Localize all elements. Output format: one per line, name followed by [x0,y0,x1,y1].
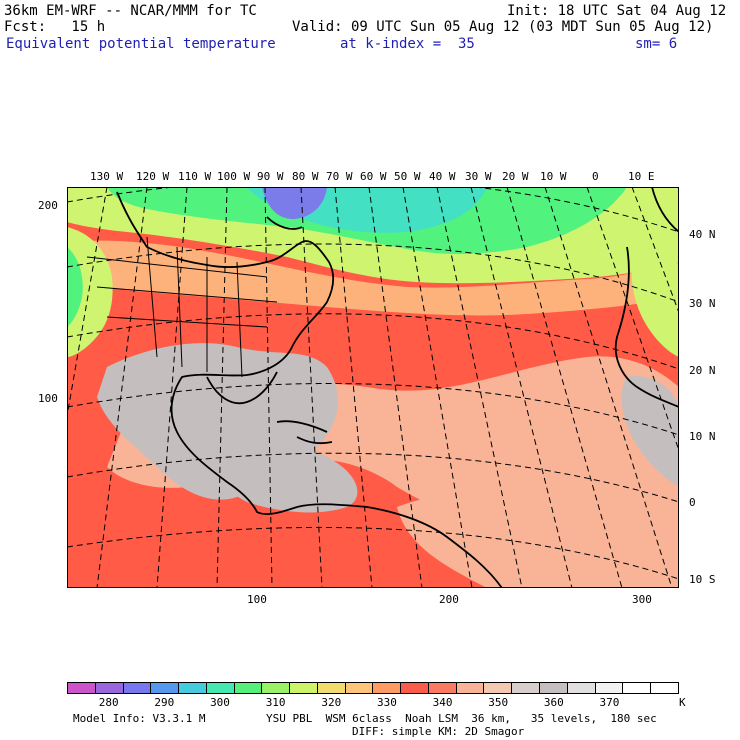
color-swatch [512,683,541,693]
state-borders [86,236,278,378]
map-frame [67,187,679,588]
color-swatch [345,683,374,693]
color-legend-label: 330 [376,696,397,709]
color-legend-label: 360 [543,696,564,709]
color-swatch [179,683,207,693]
lat-label-20n: 20 N [689,364,716,377]
equivalent-potential-temperature-map [67,187,679,588]
color-swatch [373,683,402,693]
color-legend-label: 290 [154,696,175,709]
color-swatch [484,683,513,693]
grid-x-label-100: 100 [247,593,267,606]
lat-label-30n: 30 N [689,297,716,310]
lon-label-120w: 120 W [136,170,170,183]
diffusion-info: DIFF: simple KM: 2D Smagor [352,725,525,738]
color-swatch [68,683,96,693]
color-swatch [456,683,485,693]
smoothing-info: sm= 6 [635,36,678,52]
color-swatch [290,683,318,693]
grid-y-label-100: 100 [38,392,58,405]
color-swatch [428,683,457,693]
grid-y-label-200: 200 [38,199,58,212]
lon-label-40w: 40 W [429,170,456,183]
color-legend-label: 320 [321,696,342,709]
color-swatch [540,683,568,693]
graticule [67,187,679,588]
color-swatch [95,683,124,693]
lon-label-20w: 20 W [502,170,529,183]
lon-label-10w: 10 W [540,170,567,183]
color-legend-label: 350 [488,696,509,709]
field-west-yellow [67,227,113,357]
color-swatch [317,683,346,693]
lon-label-110w: 110 W [178,170,212,183]
color-swatch [206,683,235,693]
color-swatch [262,683,291,693]
color-legend-label: 300 [210,696,230,709]
color-swatch [567,683,596,693]
lon-label-80w: 80 W [292,170,319,183]
lat-label-0: 0 [689,496,696,509]
color-swatch [151,683,180,693]
lon-label-90w: 90 W [257,170,284,183]
color-legend-label: 310 [265,696,286,709]
field-gray-east [621,376,679,487]
level-info: at k-index = 35 [340,36,475,52]
field-gray-caribbean [214,441,358,513]
lat-label-10s: 10 S [689,573,716,586]
field-salmon-south [397,476,679,588]
grid-x-label-200: 200 [439,593,459,606]
color-legend-unit: K [679,696,686,709]
color-swatch [123,683,152,693]
color-legend-label: 370 [599,696,620,709]
coastlines [116,187,679,588]
lon-label-50w: 50 W [394,170,421,183]
lon-label-0: 0 [592,170,599,183]
color-swatch [623,683,652,693]
lon-label-70w: 70 W [326,170,353,183]
valid-time: Valid: 09 UTC Sun 05 Aug 12 (03 MDT Sun … [292,19,714,35]
color-legend-label: 340 [432,696,453,709]
field-east-yellow [631,227,679,357]
lon-label-130w: 130 W [90,170,124,183]
grid-x-label-300: 300 [632,593,652,606]
color-swatch [595,683,624,693]
lon-label-30w: 30 W [465,170,492,183]
color-legend-label: 280 [98,696,119,709]
lon-label-100w: 100 W [217,170,251,183]
field-name: Equivalent potential temperature [6,36,276,52]
field-west-green [67,247,83,327]
color-swatch [234,683,263,693]
forecast-hour: Fcst: 15 h [4,19,106,35]
color-legend [67,682,679,694]
color-swatch [401,683,429,693]
field-blue-core [262,187,327,220]
color-swatch [651,683,678,693]
lat-label-40n: 40 N [689,228,716,241]
model-info: Model Info: V3.3.1 M [73,712,206,725]
lon-label-60w: 60 W [360,170,387,183]
model-title: 36km EM-WRF -- NCAR/MMM for TC [4,3,257,19]
lon-label-10e: 10 E [628,170,655,183]
physics-info: YSU PBL WSM 6class Noah LSM 36 km, 35 le… [266,712,657,725]
lat-label-10n: 10 N [689,430,716,443]
init-time: Init: 18 UTC Sat 04 Aug 12 [507,3,727,19]
